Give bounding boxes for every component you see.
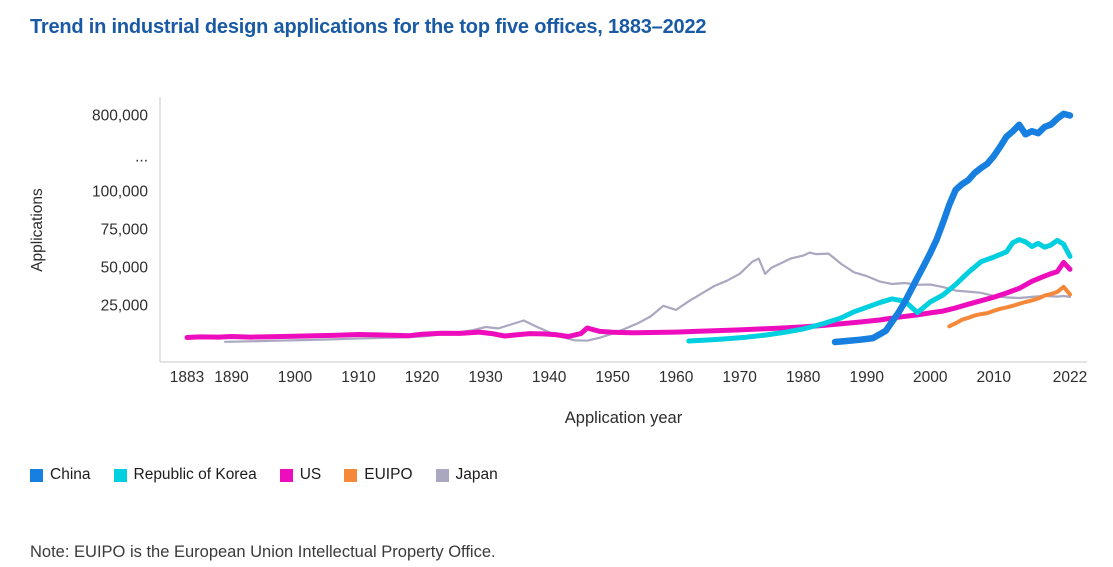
legend-item-us: US [279,466,322,484]
legend-label: China [50,466,91,483]
legend-label: US [299,466,322,483]
y-tick-label: 25,000 [101,298,149,315]
x-tick-label: 1930 [468,369,503,386]
x-axis-title: Application year [564,409,683,427]
x-tick-label: 1900 [278,369,313,386]
x-tick-label: 1970 [722,369,757,386]
legend-label: EUIPO [364,466,413,483]
x-tick-label: 1890 [214,369,249,386]
line-chart: 800,000... 100,000 75,000 50,000 25,000 1883 1… [92,97,1087,386]
y-axis-break-label: ... [135,149,148,166]
legend-swatch-japan [435,468,449,482]
x-tick-label: 1990 [849,369,884,386]
x-tick-label: 1960 [659,369,694,386]
legend-item-china: China [30,466,91,484]
x-tick-label: 2010 [977,369,1012,386]
x-tick-label: 1980 [786,369,821,386]
legend-item-japan: Japan [435,466,498,484]
legend-swatch-republic-of-korea [113,468,127,482]
legend-swatch-us [279,468,293,482]
x-tick-label: 1920 [405,369,440,386]
chart-title: Trend in industrial design applications … [30,16,707,38]
y-tick-label: 800,000 [92,108,148,125]
legend-swatch-china [30,468,43,482]
y-tick-label: 50,000 [101,260,149,277]
x-tick-label: 2000 [913,369,948,386]
footnote: Note: EUIPO is the European Union Intell… [30,543,496,561]
legend-item-republic-of-korea: Republic of Korea [113,466,257,484]
x-tick-label: 2022 [1053,369,1087,386]
y-tick-label: 75,000 [101,222,149,239]
series-line-us [184,259,1073,340]
x-tick-label: 1940 [532,369,567,386]
x-tick-label: 1883 [170,369,204,386]
x-tick-label: 1950 [595,369,630,386]
chart-legend: China Republic of Korea US EUIPO Japan [30,466,498,484]
legend-label: Republic of Korea [133,466,257,483]
series-line-republic-of-korea [686,237,1073,344]
legend-item-euipo: EUIPO [344,466,413,484]
y-tick-label: 100,000 [92,184,148,201]
series-line-china [831,110,1074,346]
series-line-euipo [947,284,1072,329]
x-tick-label: 1910 [341,369,376,386]
legend-swatch-euipo [344,468,358,482]
legend-label: Japan [455,466,498,483]
